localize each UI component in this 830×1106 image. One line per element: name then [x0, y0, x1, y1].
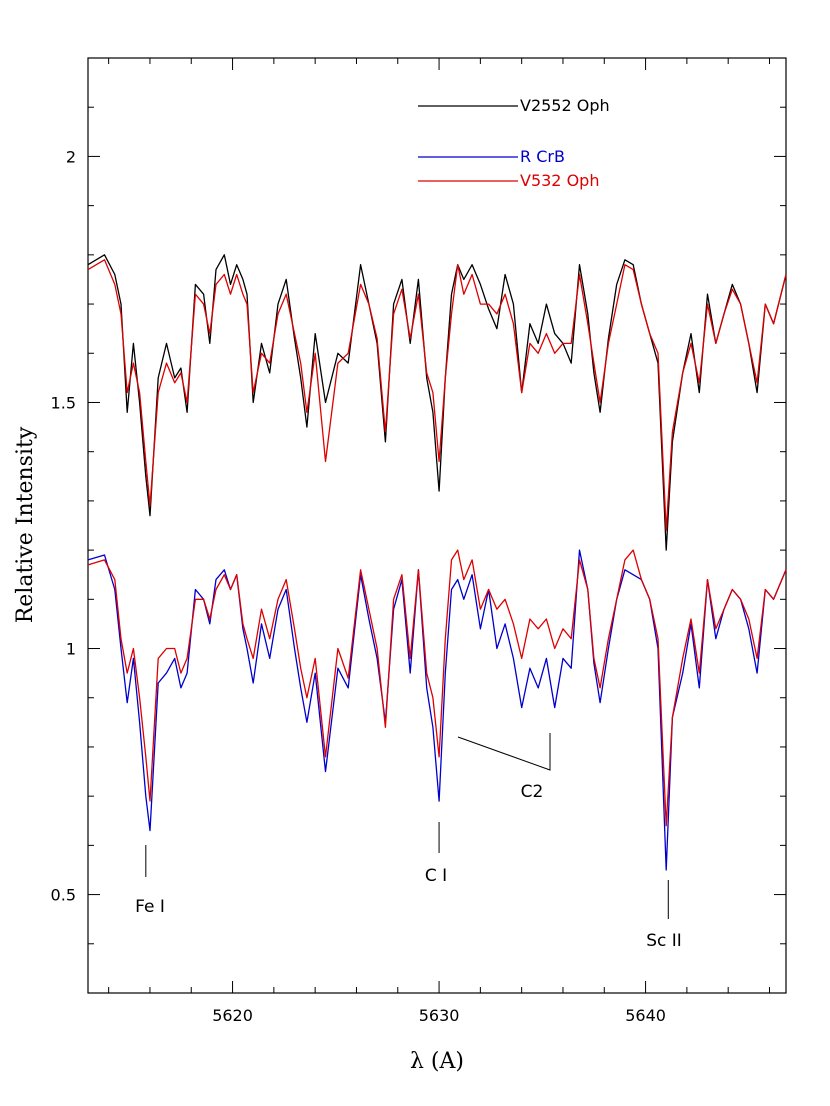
legend-label: V2552 Oph	[520, 96, 610, 115]
y-tick-label: 0.5	[51, 886, 76, 905]
axis-ticks	[88, 58, 786, 993]
series-line-2	[87, 549, 787, 871]
y-axis-title: Relative Intensity	[13, 426, 38, 623]
legend: V2552 Oph R CrB V532 Oph	[418, 96, 610, 190]
annotation-label: C I	[425, 866, 447, 886]
y-tick-label: 1	[66, 640, 76, 659]
y-tick-label: 1.5	[51, 393, 76, 412]
annotation-label: Sc II	[646, 931, 682, 951]
legend-label: R CrB	[520, 147, 565, 166]
series-line-1	[87, 259, 787, 532]
legend-label: V532 Oph	[520, 171, 599, 190]
series-group	[87, 254, 787, 871]
line-annotations: Fe I C I Sc II C2	[135, 733, 682, 951]
annotation-label: Fe I	[135, 897, 165, 917]
y-tick-label: 2	[66, 147, 76, 166]
plot-frame	[87, 57, 787, 994]
series-line-0	[87, 254, 787, 551]
c2-bracket	[457, 733, 551, 771]
series-line-3	[87, 549, 787, 827]
axis-tick-labels: 5620 5630 5640 0.5 1 1.5 2	[51, 147, 666, 1025]
x-axis-title: λ (A)	[410, 1049, 464, 1074]
x-tick-label: 5640	[625, 1006, 666, 1025]
x-tick-label: 5620	[212, 1006, 253, 1025]
x-tick-label: 5630	[419, 1006, 460, 1025]
annotation-label-c2: C2	[521, 782, 544, 802]
